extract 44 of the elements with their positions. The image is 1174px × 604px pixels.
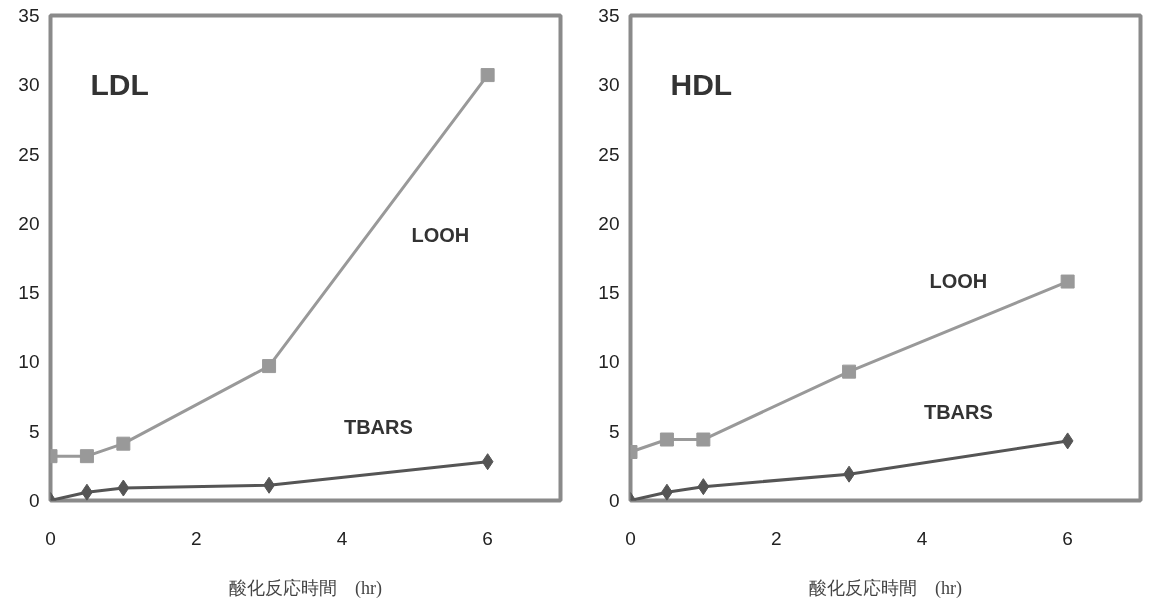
y-tick-label: 25 <box>598 143 620 165</box>
series-label: TBARS <box>923 400 993 423</box>
annotation: LDL <box>90 67 149 101</box>
y-tick-label: 35 <box>598 5 620 26</box>
y-tick-label: 0 <box>608 490 620 511</box>
y-tick-label: 30 <box>598 74 620 96</box>
series-label: TBARS <box>343 416 413 439</box>
point <box>697 478 710 496</box>
series-label: LOOH <box>411 223 470 246</box>
x-tick-label: 2 <box>770 527 782 549</box>
point <box>1060 274 1075 289</box>
point <box>1061 432 1074 450</box>
x-tick-label: 2 <box>190 527 202 549</box>
x-tick-label: 0 <box>625 527 636 549</box>
point <box>262 359 277 374</box>
y-tick-label: 20 <box>598 212 620 234</box>
y-tick-label: 20 <box>18 212 40 234</box>
point <box>117 479 130 497</box>
y-tick-label: 35 <box>18 5 40 26</box>
point <box>116 436 131 451</box>
point <box>79 449 94 464</box>
x-tick-label: 4 <box>336 527 348 549</box>
y-tick-label: 10 <box>598 351 620 373</box>
point <box>696 432 711 447</box>
annotation: HDL <box>670 67 733 101</box>
y-tick-label: 25 <box>18 143 40 165</box>
x-tick-label: 4 <box>916 527 928 549</box>
x-tick-label: 6 <box>482 527 493 549</box>
x-axis-title: 酸化反応時間 (hr) <box>229 577 382 599</box>
y-tick-label: 15 <box>18 282 40 304</box>
point <box>659 432 674 447</box>
y-tick-label: 0 <box>28 490 40 511</box>
x-tick-label: 0 <box>45 527 56 549</box>
y-tick-label: 10 <box>18 351 40 373</box>
point <box>842 364 857 379</box>
y-tick-label: 15 <box>598 282 620 304</box>
point <box>481 453 494 471</box>
series-label: LOOH <box>929 269 988 292</box>
y-tick-label: 5 <box>28 420 40 442</box>
y-tick-label: 5 <box>608 420 620 442</box>
x-axis-title: 酸化反応時間 (hr) <box>809 577 962 599</box>
x-tick-label: 6 <box>1062 527 1073 549</box>
y-tick-label: 30 <box>18 74 40 96</box>
point <box>480 68 495 83</box>
